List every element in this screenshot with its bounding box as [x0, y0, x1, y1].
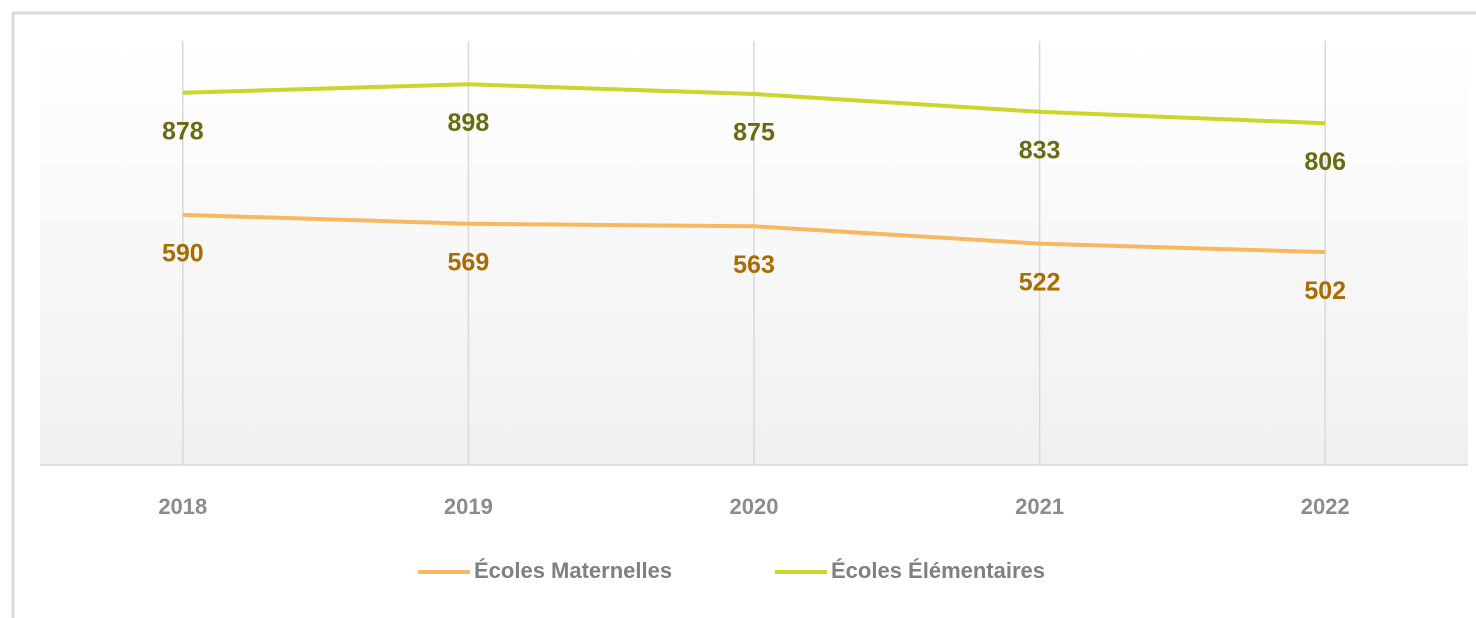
data-label: 522	[1019, 268, 1061, 296]
data-label: 502	[1304, 277, 1346, 305]
legend-label: Écoles Élémentaires	[831, 558, 1045, 583]
series-line	[182, 212, 1326, 255]
data-label: 806	[1304, 148, 1346, 176]
legend-label: Écoles Maternelles	[474, 558, 672, 583]
x-tick-label: 2021	[1015, 494, 1064, 519]
data-label: 590	[162, 239, 204, 267]
data-label: 563	[733, 251, 775, 279]
data-label: 898	[448, 109, 490, 137]
x-tick-label: 2022	[1301, 494, 1350, 519]
data-label: 833	[1019, 136, 1061, 164]
x-tick-label: 2020	[730, 494, 779, 519]
data-label: 875	[733, 119, 775, 147]
series-line	[182, 82, 1326, 126]
data-label: 878	[162, 117, 204, 145]
x-tick-label: 2018	[158, 494, 207, 519]
x-tick-label: 2019	[444, 494, 493, 519]
data-label: 569	[448, 248, 490, 276]
